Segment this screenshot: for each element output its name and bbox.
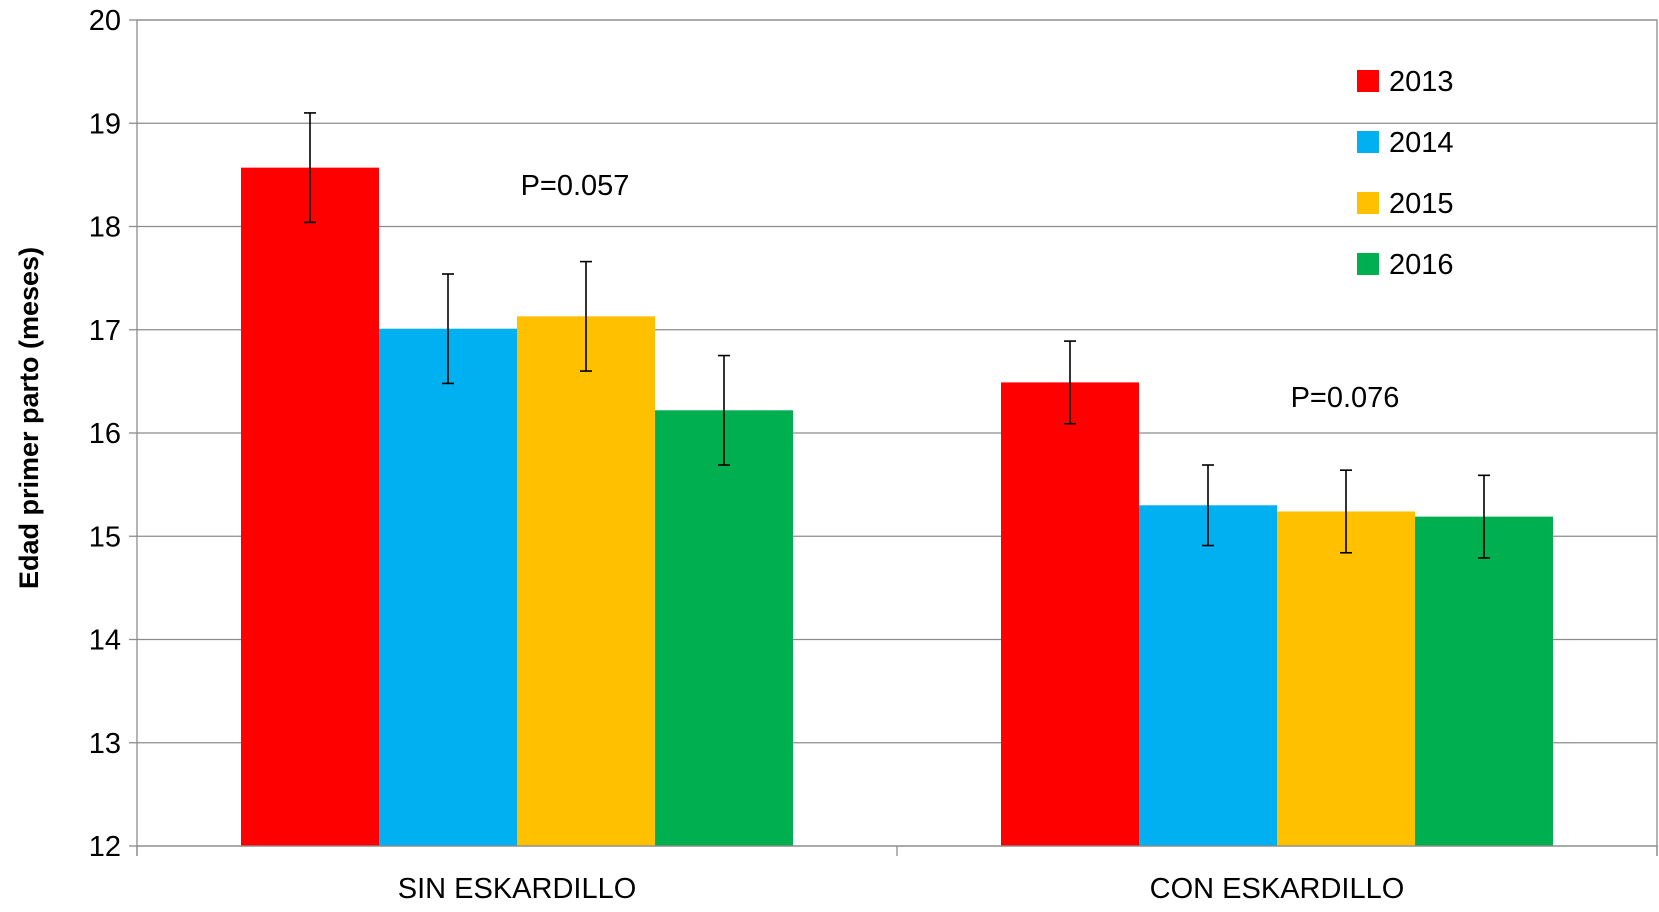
legend-swatch-2013 <box>1357 70 1379 92</box>
x-category-label: CON ESKARDILLO <box>1150 873 1405 905</box>
annotations: P=0.057 P=0.076 <box>521 170 1400 414</box>
y-tick-label: 15 <box>89 521 121 553</box>
bar-2016 <box>655 410 793 846</box>
p-value-annotation: P=0.057 <box>521 170 630 202</box>
legend-swatch-2015 <box>1357 192 1379 214</box>
bar-2015 <box>517 316 655 846</box>
legend-label: 2016 <box>1389 249 1454 281</box>
y-tick-label: 17 <box>89 315 121 347</box>
bar-2013 <box>241 167 379 846</box>
legend-swatch-2014 <box>1357 131 1379 153</box>
legend-label: 2014 <box>1389 127 1454 159</box>
bar-2014 <box>1139 505 1277 846</box>
y-tick-label: 16 <box>89 418 121 450</box>
y-tick-label: 14 <box>89 625 121 657</box>
bar-2013 <box>1001 382 1139 846</box>
y-tick-label: 12 <box>89 831 121 863</box>
y-tick-label: 19 <box>89 108 121 140</box>
bar-2014 <box>379 328 517 846</box>
legend-swatch-2016 <box>1357 253 1379 275</box>
y-tick-label: 20 <box>89 5 121 37</box>
bar-2016 <box>1415 516 1553 846</box>
legend-label: 2013 <box>1389 66 1454 98</box>
bar-2015 <box>1277 511 1415 846</box>
y-tick-label: 18 <box>89 212 121 244</box>
bars <box>241 167 1553 846</box>
y-axis-title: Edad primer parto (meses) <box>14 247 44 589</box>
error-bars <box>304 112 1490 559</box>
legend-label: 2015 <box>1389 188 1454 220</box>
axis-labels: 12 13 14 15 16 17 18 19 20 SIN ESKARDILLO CON ESKA… <box>89 5 1405 905</box>
y-tick-label: 13 <box>89 728 121 760</box>
legend: 2013 2014 2015 2016 <box>1357 66 1454 281</box>
axes <box>129 19 1658 856</box>
x-category-label: SIN ESKARDILLO <box>398 873 637 905</box>
p-value-annotation: P=0.076 <box>1291 382 1400 414</box>
